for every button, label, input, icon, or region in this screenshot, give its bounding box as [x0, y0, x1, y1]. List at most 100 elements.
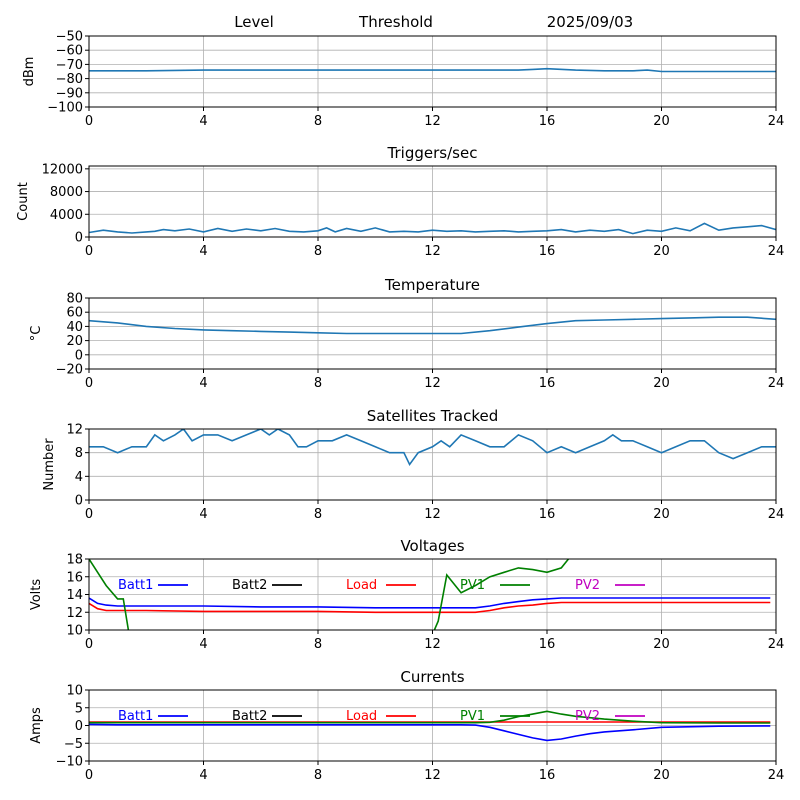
y-tick-label: 5 — [75, 701, 83, 716]
legend-label-batt1: Batt1 — [118, 578, 153, 593]
y-tick-label: 8 — [75, 446, 83, 461]
y-tick-label: −20 — [56, 363, 83, 378]
x-tick-label: 12 — [424, 244, 441, 259]
y-tick-label: −60 — [56, 44, 83, 59]
legend-label-pv1: PV1 — [460, 578, 485, 593]
y-tick-label: −10 — [56, 755, 83, 770]
y-tick-label: 0 — [75, 348, 83, 363]
y-tick-label: 40 — [66, 320, 83, 335]
y-tick-label: 4 — [75, 470, 83, 485]
y-axis-label: Volts — [29, 579, 44, 611]
legend-label-pv1: PV1 — [460, 709, 485, 724]
series-line-1 — [89, 67, 776, 73]
y-tick-label: 18 — [66, 553, 83, 568]
x-tick-label: 24 — [768, 376, 785, 391]
x-tick-label: 20 — [653, 376, 670, 391]
legend-label-load: Load — [346, 578, 377, 593]
x-tick-label: 12 — [424, 507, 441, 522]
x-tick-label: 20 — [653, 114, 670, 129]
x-tick-label: 12 — [424, 114, 441, 129]
y-axis-label: Amps — [29, 707, 44, 744]
x-tick-label: 0 — [85, 244, 93, 259]
panel-2: 0 4 8 12 16 20 24 0 4000 8000 12000 Triggers/sec Cou… — [16, 144, 784, 259]
y-tick-label: 60 — [66, 306, 83, 321]
x-tick-label: 8 — [314, 507, 322, 522]
y-tick-label: 10 — [66, 624, 83, 639]
panel-title: Voltages — [400, 537, 464, 555]
x-tick-label: 20 — [653, 244, 670, 259]
panel-1: 0 4 8 12 16 20 24 −50−60−70−80−90−100 dBm — [22, 30, 784, 130]
y-tick-label: 8000 — [50, 185, 83, 200]
y-tick-label: −70 — [56, 58, 83, 73]
y-tick-label: 0 — [75, 494, 83, 509]
y-tick-label: 16 — [66, 570, 83, 585]
y-tick-label: 12 — [66, 423, 83, 438]
legend-label-load: Load — [346, 709, 377, 724]
series-line-pv1 — [89, 559, 570, 630]
x-tick-label: 0 — [85, 637, 93, 652]
x-tick-label: 24 — [768, 768, 785, 783]
y-tick-label: 10 — [66, 684, 83, 699]
panel-title: Currents — [400, 668, 464, 686]
y-axis-label: °C — [29, 326, 44, 342]
panel-4: 0 4 8 12 16 20 24 0 4 8 12 Satellites Tracked Number — [42, 407, 784, 522]
x-tick-label: 8 — [314, 768, 322, 783]
y-tick-label: 80 — [66, 292, 83, 307]
y-tick-label: 14 — [66, 588, 83, 603]
x-tick-label: 16 — [539, 768, 556, 783]
x-tick-label: 12 — [424, 376, 441, 391]
y-tick-label: −90 — [56, 86, 83, 101]
x-tick-label: 0 — [85, 768, 93, 783]
x-tick-label: 8 — [314, 637, 322, 652]
x-tick-label: 20 — [653, 637, 670, 652]
y-axis-label: Count — [16, 182, 31, 221]
y-tick-label: 12 — [66, 606, 83, 621]
y-tick-label: 4000 — [50, 208, 83, 223]
series-line-batt1 — [89, 723, 771, 742]
x-tick-label: 8 — [314, 244, 322, 259]
x-tick-label: 16 — [539, 637, 556, 652]
x-tick-label: 4 — [199, 768, 207, 783]
y-axis-label: Number — [42, 438, 57, 491]
panel-6: 0 4 8 12 16 20 24 −10 −5 0 5 10 Currents Amps Batt1 Bat… — [29, 668, 784, 783]
y-tick-label: 0 — [75, 719, 83, 734]
x-tick-label: 12 — [424, 768, 441, 783]
legend-label-batt2: Batt2 — [232, 709, 267, 724]
x-tick-label: 0 — [85, 376, 93, 391]
x-tick-label: 24 — [768, 637, 785, 652]
x-tick-label: 16 — [539, 114, 556, 129]
x-tick-label: 16 — [539, 244, 556, 259]
x-tick-label: 4 — [199, 376, 207, 391]
x-tick-label: 0 — [85, 114, 93, 129]
series-line-1 — [89, 222, 776, 235]
x-tick-label: 8 — [314, 114, 322, 129]
x-tick-label: 4 — [199, 244, 207, 259]
x-tick-label: 16 — [539, 507, 556, 522]
header-threshold: Threshold — [358, 13, 433, 31]
y-tick-label: −80 — [56, 72, 83, 87]
x-tick-label: 0 — [85, 507, 93, 522]
y-tick-label: −50 — [56, 30, 83, 45]
panel-title: Satellites Tracked — [367, 407, 498, 425]
y-axis-label: dBm — [22, 57, 37, 87]
legend-label-batt1: Batt1 — [118, 709, 153, 724]
panel-title: Temperature — [384, 276, 480, 294]
panel-title: Triggers/sec — [387, 144, 478, 162]
x-tick-label: 4 — [199, 507, 207, 522]
x-tick-label: 4 — [199, 114, 207, 129]
x-tick-label: 16 — [539, 376, 556, 391]
x-tick-label: 20 — [653, 768, 670, 783]
x-tick-label: 4 — [199, 637, 207, 652]
y-tick-label: −100 — [47, 101, 83, 116]
x-tick-label: 20 — [653, 507, 670, 522]
x-tick-label: 24 — [768, 114, 785, 129]
x-tick-label: 8 — [314, 376, 322, 391]
series-line-1 — [89, 316, 776, 335]
legend-label-batt2: Batt2 — [232, 578, 267, 593]
x-tick-label: 24 — [768, 244, 785, 259]
header-date: 2025/09/03 — [547, 13, 633, 31]
panel-5: 0 4 8 12 16 20 24 10 12 14 16 18 Voltages Volts Batt1 B… — [29, 537, 784, 652]
y-tick-label: 0 — [75, 231, 83, 246]
